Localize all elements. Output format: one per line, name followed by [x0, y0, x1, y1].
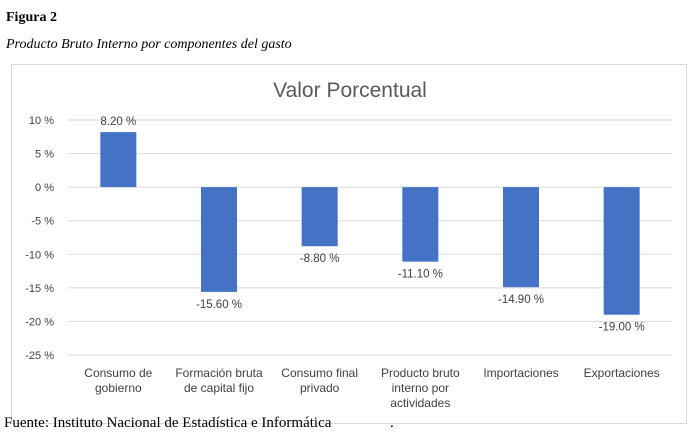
x-category-line: Producto bruto: [381, 366, 460, 380]
source-note: Fuente: Instituto Nacional de Estadístic…: [4, 415, 332, 431]
data-label: -15.60 %: [196, 299, 242, 311]
x-category-line: Consumo final: [281, 366, 358, 380]
y-tick-label: 0 %: [35, 182, 54, 194]
x-category-line: gobierno: [95, 381, 142, 395]
x-category-line: Exportaciones: [584, 366, 660, 380]
y-tick-label: 5 %: [35, 149, 54, 161]
bar: [100, 132, 137, 188]
x-category-label: Formación bruta de capital fijo: [175, 366, 263, 395]
x-category-line: Consumo de: [84, 366, 152, 380]
x-category-line: de capital fijo: [184, 381, 254, 395]
x-category-line: interno por: [392, 381, 449, 395]
bar: [603, 187, 640, 315]
bar: [301, 187, 338, 247]
y-tick-label: -25 %: [25, 350, 54, 362]
x-category-label: Importaciones: [483, 366, 558, 380]
bar: [402, 187, 439, 262]
bar-chart: Valor Porcentual 10 % 5 % 0 % -5 % -10 % -15 …: [25, 79, 672, 410]
data-label: 8.20 %: [100, 116, 136, 128]
x-category-label: Consumo final privado: [281, 366, 358, 395]
chart-title: Valor Porcentual: [273, 79, 427, 102]
bar: [201, 187, 237, 292]
figure-label: Figura 2: [6, 10, 57, 25]
y-tick-label: -10 %: [25, 249, 54, 261]
figure-caption: Producto Bruto Interno por componentes d…: [6, 37, 292, 52]
y-tick-label: 10 %: [29, 115, 54, 127]
y-tick-label: -15 %: [25, 283, 54, 295]
chart-container: Valor Porcentual 10 % 5 % 0 % -5 % -10 % -15 …: [11, 64, 687, 424]
source-trail: .: [390, 415, 394, 431]
data-label: -11.10 %: [398, 269, 443, 281]
y-tick-label: -5 %: [31, 216, 54, 228]
x-category-label: Producto bruto interno por actividades: [381, 366, 460, 410]
x-category-label: Consumo de gobierno: [84, 366, 152, 395]
bar: [503, 187, 539, 288]
data-label: -19.00 %: [599, 322, 645, 334]
x-category-line: actividades: [390, 396, 450, 410]
x-category-line: Importaciones: [483, 366, 558, 380]
x-category-label: Exportaciones: [584, 366, 660, 380]
y-tick-label: -20 %: [25, 316, 54, 328]
x-category-line: Formación bruta: [175, 366, 263, 380]
data-label: -14.90 %: [498, 294, 544, 306]
x-category-line: privado: [300, 381, 340, 395]
data-label: -8.80 %: [300, 253, 340, 265]
